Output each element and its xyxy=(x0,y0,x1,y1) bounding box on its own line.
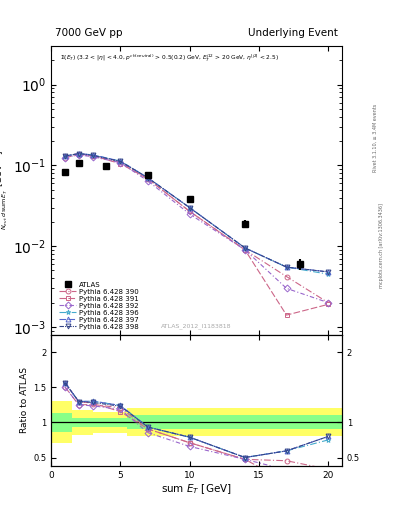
Bar xyxy=(127,409,176,436)
Pythia 6.428 391 xyxy=(76,151,81,157)
Pythia 6.428 392 xyxy=(90,154,95,160)
Bar xyxy=(176,415,231,430)
Pythia 6.428 392 xyxy=(76,152,81,158)
Pythia 6.428 392 xyxy=(326,300,331,306)
Text: ATLAS_2012_I1183818: ATLAS_2012_I1183818 xyxy=(161,323,232,329)
Pythia 6.428 390 xyxy=(76,152,81,158)
Bar xyxy=(93,412,127,433)
Line: Pythia 6.428 398: Pythia 6.428 398 xyxy=(62,151,331,274)
Bar xyxy=(176,409,231,436)
Pythia 6.428 398 xyxy=(118,158,123,164)
X-axis label: sum $E_T$ [GeV]: sum $E_T$ [GeV] xyxy=(161,482,232,496)
Text: Rivet 3.1.10, ≥ 3.4M events: Rivet 3.1.10, ≥ 3.4M events xyxy=(373,104,378,173)
Bar xyxy=(72,410,93,435)
Pythia 6.428 398 xyxy=(146,175,151,181)
Pythia 6.428 392 xyxy=(242,247,247,253)
Pythia 6.428 396 xyxy=(242,245,247,251)
Pythia 6.428 391 xyxy=(90,153,95,159)
Bar xyxy=(51,413,72,432)
Pythia 6.428 392 xyxy=(146,178,151,184)
Text: mcplots.cern.ch [arXiv:1306.3436]: mcplots.cern.ch [arXiv:1306.3436] xyxy=(379,203,384,288)
Text: $\Sigma(E_T)$ (3.2 < |$\eta$| < 4.0, $p^{ch(neutral)}$ > 0.5(0.2) GeV, $E_T^{j12: $\Sigma(E_T)$ (3.2 < |$\eta$| < 4.0, $p^… xyxy=(60,52,279,63)
Y-axis label: $\frac{1}{N_{evt}}\frac{d\,N_{evt}}{d\,\mathrm{sum}\,E_T}$ [GeV$^{-1}$]: $\frac{1}{N_{evt}}\frac{d\,N_{evt}}{d\,\… xyxy=(0,151,10,230)
Pythia 6.428 397 xyxy=(242,245,247,251)
Pythia 6.428 398 xyxy=(284,264,289,270)
Pythia 6.428 398 xyxy=(326,269,331,275)
Text: 7000 GeV pp: 7000 GeV pp xyxy=(55,28,123,38)
Pythia 6.428 390 xyxy=(118,159,123,165)
Line: Pythia 6.428 392: Pythia 6.428 392 xyxy=(62,153,331,305)
Pythia 6.428 397 xyxy=(90,152,95,158)
Pythia 6.428 396 xyxy=(118,158,123,164)
Pythia 6.428 390 xyxy=(187,208,192,215)
Bar xyxy=(127,415,176,430)
Bar xyxy=(231,415,286,430)
Pythia 6.428 396 xyxy=(62,153,67,159)
Legend: ATLAS, Pythia 6.428 390, Pythia 6.428 391, Pythia 6.428 392, Pythia 6.428 396, P: ATLAS, Pythia 6.428 390, Pythia 6.428 39… xyxy=(57,280,140,331)
Pythia 6.428 397 xyxy=(326,269,331,275)
Pythia 6.428 398 xyxy=(187,204,192,210)
Line: Pythia 6.428 396: Pythia 6.428 396 xyxy=(62,151,331,276)
Pythia 6.428 390 xyxy=(62,155,67,161)
Bar xyxy=(231,409,286,436)
Bar xyxy=(51,401,72,443)
Pythia 6.428 396 xyxy=(76,151,81,157)
Pythia 6.428 390 xyxy=(242,247,247,253)
Pythia 6.428 392 xyxy=(284,285,289,291)
Pythia 6.428 392 xyxy=(62,155,67,161)
Pythia 6.428 397 xyxy=(118,158,123,164)
Pythia 6.428 392 xyxy=(187,211,192,217)
Bar xyxy=(286,415,342,430)
Bar xyxy=(286,409,342,436)
Pythia 6.428 391 xyxy=(326,301,331,307)
Pythia 6.428 396 xyxy=(326,271,331,277)
Pythia 6.428 392 xyxy=(118,160,123,166)
Pythia 6.428 396 xyxy=(90,152,95,158)
Pythia 6.428 397 xyxy=(146,175,151,181)
Y-axis label: Ratio to ATLAS: Ratio to ATLAS xyxy=(20,367,29,433)
Pythia 6.428 391 xyxy=(242,247,247,253)
Pythia 6.428 396 xyxy=(284,264,289,270)
Bar xyxy=(72,417,93,428)
Pythia 6.428 391 xyxy=(118,161,123,167)
Pythia 6.428 396 xyxy=(187,204,192,210)
Pythia 6.428 397 xyxy=(76,151,81,157)
Line: Pythia 6.428 391: Pythia 6.428 391 xyxy=(62,151,331,317)
Pythia 6.428 398 xyxy=(76,151,81,157)
Pythia 6.428 390 xyxy=(326,300,331,306)
Pythia 6.428 397 xyxy=(187,204,192,210)
Pythia 6.428 391 xyxy=(187,208,192,215)
Pythia 6.428 398 xyxy=(62,153,67,159)
Pythia 6.428 398 xyxy=(242,245,247,251)
Pythia 6.428 396 xyxy=(146,175,151,181)
Pythia 6.428 397 xyxy=(62,153,67,159)
Pythia 6.428 391 xyxy=(62,153,67,159)
Bar xyxy=(93,417,127,428)
Line: Pythia 6.428 397: Pythia 6.428 397 xyxy=(62,151,331,274)
Line: Pythia 6.428 390: Pythia 6.428 390 xyxy=(62,153,331,305)
Pythia 6.428 390 xyxy=(90,153,95,159)
Text: Underlying Event: Underlying Event xyxy=(248,28,338,38)
Pythia 6.428 397 xyxy=(284,264,289,270)
Pythia 6.428 398 xyxy=(90,152,95,158)
Pythia 6.428 390 xyxy=(284,273,289,280)
Pythia 6.428 391 xyxy=(146,176,151,182)
Pythia 6.428 390 xyxy=(146,176,151,182)
Pythia 6.428 391 xyxy=(284,312,289,318)
